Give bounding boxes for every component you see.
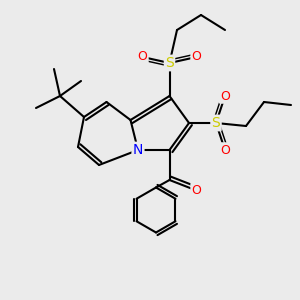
Text: O: O	[138, 50, 147, 64]
Text: N: N	[133, 143, 143, 157]
Text: S: S	[212, 116, 220, 130]
Text: O: O	[220, 89, 230, 103]
Text: S: S	[165, 56, 174, 70]
Text: O: O	[220, 143, 230, 157]
Text: O: O	[192, 50, 201, 64]
Text: O: O	[192, 184, 201, 197]
